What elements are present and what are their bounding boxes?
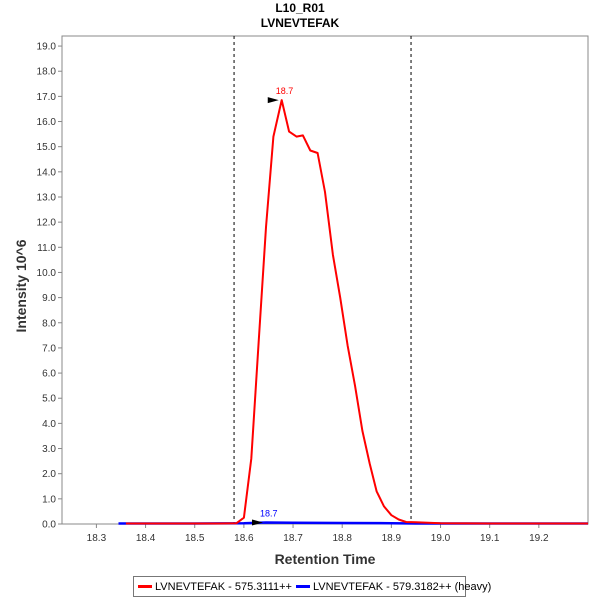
- y-tick-label: 18.0: [37, 67, 57, 78]
- x-tick-label: 18.4: [136, 533, 156, 544]
- y-tick-label: 15.0: [37, 142, 57, 153]
- y-tick-label: 11.0: [37, 243, 56, 254]
- chart-subtitle: LVNEVTEFAK: [260, 16, 340, 30]
- y-tick-label: 10.0: [37, 268, 57, 279]
- x-tick-label: 18.5: [185, 533, 205, 544]
- y-tick-label: 1.0: [42, 494, 56, 505]
- legend-label-light: LVNEVTEFAK - 575.3111++: [155, 580, 292, 593]
- chart-title: L10_R01: [275, 1, 325, 15]
- y-tick-label: 6.0: [42, 369, 56, 380]
- x-tick-label: 18.9: [382, 533, 402, 544]
- legend-swatch-red: [138, 585, 152, 588]
- y-tick-label: 14.0: [37, 167, 57, 178]
- y-tick-label: 19.0: [37, 42, 57, 53]
- y-tick-label: 13.0: [37, 192, 57, 203]
- x-tick-label: 19.0: [431, 533, 451, 544]
- y-tick-label: 9.0: [42, 293, 56, 304]
- legend-item-heavy: LVNEVTEFAK - 579.3182++ (heavy): [295, 580, 492, 593]
- y-tick-label: 16.0: [37, 117, 57, 128]
- y-tick-label: 17.0: [37, 92, 57, 103]
- x-tick-label: 18.6: [234, 533, 254, 544]
- x-axis-label: Retention Time: [275, 551, 376, 567]
- x-tick-label: 19.2: [529, 533, 549, 544]
- peak-label-1: 18.7: [260, 508, 278, 518]
- series-line-0: [125, 99, 588, 525]
- chart-legend: LVNEVTEFAK - 575.3111++ LVNEVTEFAK - 579…: [133, 576, 491, 597]
- peak-marker-0: [267, 97, 279, 104]
- peak-label-0: 18.7: [276, 86, 294, 96]
- x-tick-label: 18.8: [332, 533, 352, 544]
- legend-item-light: LVNEVTEFAK - 575.3111++: [138, 581, 292, 593]
- legend-label-heavy: LVNEVTEFAK - 579.3182++ (heavy): [312, 580, 492, 593]
- x-tick-label: 18.3: [87, 533, 107, 544]
- x-tick-label: 18.7: [283, 533, 303, 544]
- y-tick-label: 12.0: [37, 218, 57, 229]
- legend-swatch-blue: [295, 585, 310, 588]
- x-tick-label: 19.1: [480, 533, 500, 544]
- y-tick-label: 3.0: [42, 444, 56, 455]
- y-tick-label: 8.0: [42, 318, 56, 329]
- y-tick-label: 5.0: [42, 394, 56, 405]
- y-axis-label: Intensity 10^6: [13, 239, 29, 332]
- y-tick-label: 2.0: [42, 469, 56, 480]
- peak-marker-1: [252, 519, 264, 526]
- plot-frame: [61, 35, 589, 525]
- y-tick-label: 7.0: [42, 343, 56, 354]
- y-tick-label: 4.0: [42, 419, 56, 430]
- y-tick-label: 0.0: [42, 520, 56, 531]
